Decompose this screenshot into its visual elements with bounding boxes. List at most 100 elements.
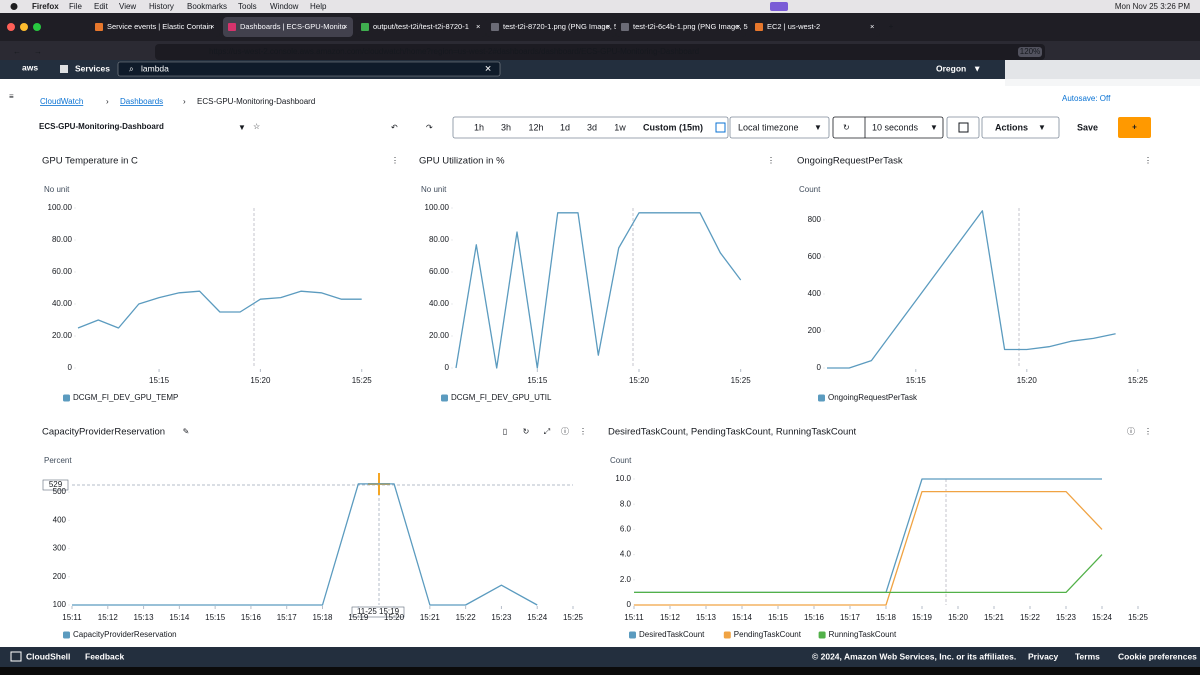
- redo[interactable]: ↷: [426, 123, 433, 132]
- tab[interactable]: [90, 17, 220, 37]
- edit-icon[interactable]: ✎: [183, 427, 190, 436]
- region-selector[interactable]: Oregon: [936, 63, 966, 73]
- legend-label[interactable]: CapacityProviderReservation: [73, 630, 177, 639]
- dashboard-menu[interactable]: ▼: [238, 123, 246, 132]
- tab-close[interactable]: ×: [343, 22, 347, 31]
- widget-menu[interactable]: ⋮: [1144, 427, 1152, 436]
- time-range[interactable]: 1h: [474, 122, 484, 132]
- legend-swatch[interactable]: [818, 394, 825, 402]
- expand-icon[interactable]: ⤢: [543, 427, 550, 436]
- tab-close[interactable]: ×: [210, 22, 214, 31]
- info-icon[interactable]: ⓘ: [561, 427, 569, 436]
- refresh-button[interactable]: ↻: [843, 123, 850, 132]
- time-range[interactable]: 3d: [587, 122, 597, 132]
- forward-button[interactable]: →: [34, 47, 42, 56]
- autosave-toggle[interactable]: Autosave: Off: [1062, 94, 1111, 103]
- feedback-link[interactable]: Feedback: [85, 651, 124, 661]
- legend-label[interactable]: RunningTaskCount: [829, 630, 897, 639]
- info-icon[interactable]: ⓘ: [1127, 427, 1135, 436]
- close-window[interactable]: [7, 23, 15, 31]
- status-icon[interactable]: [770, 2, 788, 11]
- active-tab[interactable]: [223, 17, 353, 37]
- tab-close[interactable]: ×: [476, 22, 480, 31]
- zoom-window[interactable]: [33, 23, 41, 31]
- refresh-interval[interactable]: 10 seconds: [872, 122, 919, 132]
- tab[interactable]: [356, 17, 486, 37]
- widget-menu[interactable]: ⋮: [767, 156, 775, 165]
- menu-item[interactable]: View: [119, 2, 136, 11]
- minimize-window[interactable]: [20, 23, 28, 31]
- tab-close[interactable]: ×: [870, 22, 874, 31]
- menu-item[interactable]: Bookmarks: [187, 2, 227, 11]
- time-range[interactable]: 3h: [501, 122, 511, 132]
- url-field[interactable]: [155, 44, 1045, 60]
- new-tab[interactable]: +: [889, 22, 894, 31]
- search-clear[interactable]: ✕: [484, 63, 491, 73]
- undo[interactable]: ↶: [391, 123, 398, 132]
- x-tick-label: 15:17: [277, 613, 298, 622]
- legend-swatch[interactable]: [63, 394, 70, 402]
- y-tick-label: 400: [808, 289, 822, 298]
- legend-label[interactable]: DesiredTaskCount: [639, 630, 705, 639]
- tab[interactable]: [750, 17, 880, 37]
- apple-icon[interactable]: [10, 3, 18, 10]
- footer-link[interactable]: Cookie preferences: [1118, 651, 1197, 661]
- tab-close[interactable]: ×: [606, 22, 610, 31]
- legend-label[interactable]: DCGM_FI_DEV_GPU_TEMP: [73, 393, 178, 402]
- time-range[interactable]: 1d: [560, 122, 570, 132]
- x-tick-label: 15:13: [134, 613, 155, 622]
- actions-button[interactable]: [981, 116, 1060, 139]
- legend-swatch[interactable]: [723, 631, 731, 639]
- legend-swatch[interactable]: [629, 631, 636, 639]
- widget-menu[interactable]: ⋮: [579, 427, 587, 436]
- time-range[interactable]: 12h: [528, 122, 543, 132]
- legend-swatch[interactable]: [63, 631, 70, 639]
- x-tick-label: 15:17: [840, 613, 861, 622]
- side-menu[interactable]: ≡: [9, 92, 14, 101]
- menu-item[interactable]: Edit: [94, 2, 109, 11]
- x-tick-label: 15:20: [629, 376, 650, 385]
- footer-link[interactable]: Terms: [1075, 651, 1100, 661]
- x-tick-label: 15:20: [384, 613, 405, 622]
- legend-swatch[interactable]: [441, 394, 448, 402]
- add-widget-button[interactable]: [1118, 117, 1151, 138]
- timezone-select[interactable]: [729, 116, 830, 139]
- cloudshell-link[interactable]: CloudShell: [26, 651, 70, 661]
- legend-label[interactable]: DCGM_FI_DEV_GPU_UTIL: [451, 393, 552, 402]
- tab[interactable]: [486, 17, 616, 37]
- legend-label[interactable]: PendingTaskCount: [734, 630, 802, 639]
- refresh-widget[interactable]: ↻: [523, 427, 530, 436]
- legend-label[interactable]: OngoingRequestPerTask: [828, 393, 918, 402]
- y-tick-label: 500: [53, 487, 67, 496]
- footer-link[interactable]: Privacy: [1028, 651, 1059, 661]
- widget-title: GPU Temperature in C: [42, 156, 138, 167]
- menu-item[interactable]: Window: [270, 2, 299, 11]
- menu-item[interactable]: Tools: [238, 2, 257, 11]
- calendar-icon[interactable]: [715, 122, 726, 133]
- favorite-star[interactable]: ☆: [253, 122, 260, 131]
- breadcrumb-link[interactable]: CloudWatch: [40, 97, 83, 106]
- time-range[interactable]: 1w: [614, 122, 626, 132]
- tab-close[interactable]: ×: [736, 22, 740, 31]
- search-box[interactable]: [117, 61, 501, 77]
- aws-logo[interactable]: aws: [22, 62, 38, 72]
- save-button[interactable]: Save: [1077, 122, 1098, 132]
- app-name[interactable]: Firefox: [32, 2, 59, 11]
- legend-swatch[interactable]: [818, 631, 826, 639]
- widget-menu[interactable]: ⋮: [1144, 156, 1152, 165]
- zoom-badge[interactable]: [1018, 47, 1042, 57]
- menu-item[interactable]: File: [69, 2, 82, 11]
- back-button[interactable]: ←: [13, 47, 21, 56]
- y-tick-label: 4.0: [620, 550, 632, 559]
- y-tick-label: 0: [445, 363, 450, 372]
- tab[interactable]: [616, 17, 746, 37]
- search-text: lambda: [141, 63, 169, 73]
- menu-item[interactable]: Help: [310, 2, 327, 11]
- breadcrumb-link[interactable]: Dashboards: [120, 97, 163, 106]
- menu-item[interactable]: History: [149, 2, 174, 11]
- services-button[interactable]: Services: [75, 63, 110, 73]
- time-range[interactable]: Custom (15m): [643, 122, 703, 132]
- widget-menu[interactable]: ⋮: [391, 156, 399, 165]
- fullscreen-button[interactable]: [946, 116, 980, 139]
- copy-icon[interactable]: ▯: [503, 427, 507, 436]
